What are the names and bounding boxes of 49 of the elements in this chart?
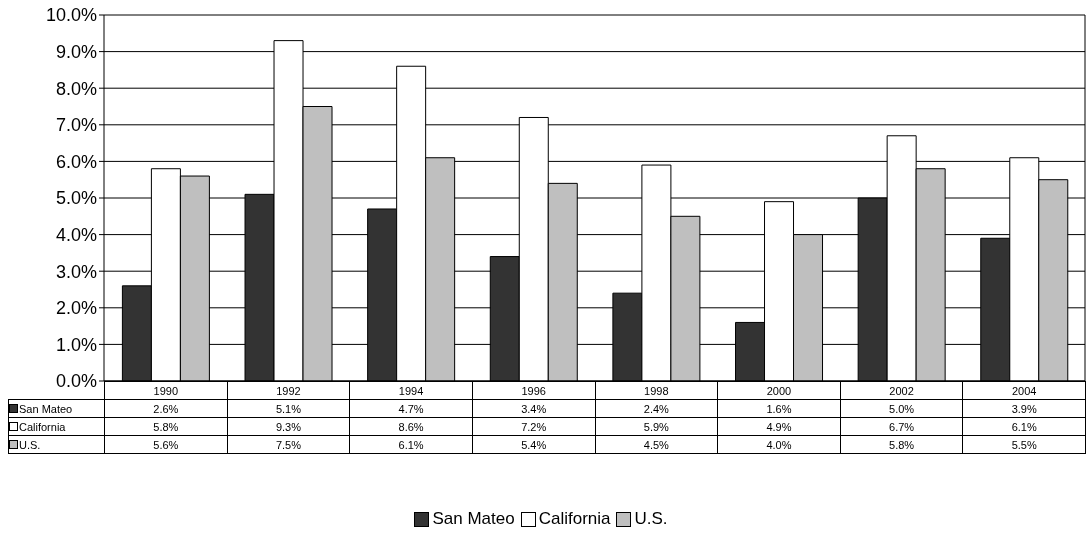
data-label: 2.4% xyxy=(595,399,718,418)
data-label: 6.1% xyxy=(962,417,1086,436)
x-tick-label: 2000 xyxy=(717,381,841,400)
data-label: 4.9% xyxy=(717,417,841,436)
data-label: 5.8% xyxy=(104,417,228,436)
x-tick-label: 2002 xyxy=(840,381,963,400)
x-tick-label: 1998 xyxy=(595,381,718,400)
y-tick-label: 6.0% xyxy=(55,151,97,172)
data-label: 5.0% xyxy=(840,399,963,418)
x-tick-label: 1994 xyxy=(349,381,473,400)
data-label: 4.5% xyxy=(595,435,718,454)
data-label: 9.3% xyxy=(227,417,350,436)
y-tick-label: 5.0% xyxy=(55,188,97,209)
y-tick-label: 3.0% xyxy=(55,261,97,282)
data-label: 5.8% xyxy=(840,435,963,454)
x-tick-label: 1990 xyxy=(104,381,228,400)
data-label: 3.9% xyxy=(962,399,1086,418)
legend-label: California xyxy=(8,417,105,436)
y-tick-label: 2.0% xyxy=(55,298,97,319)
x-tick-label: 1996 xyxy=(472,381,595,400)
data-label: 6.1% xyxy=(349,435,473,454)
data-label: 7.2% xyxy=(472,417,595,436)
legend-label: U.S. xyxy=(633,509,668,529)
y-tick-label: 0.0% xyxy=(55,371,97,392)
data-label: 5.5% xyxy=(962,435,1086,454)
y-tick-label: 10.0% xyxy=(45,5,97,26)
text: San Mateo xyxy=(432,509,515,528)
x-tick-label: 1992 xyxy=(227,381,350,400)
data-label: 8.6% xyxy=(349,417,473,436)
y-tick-label: 1.0% xyxy=(55,334,97,355)
data-label: 4.0% xyxy=(717,435,841,454)
data-label: 6.7% xyxy=(840,417,963,436)
data-label: 1.6% xyxy=(717,399,841,418)
y-tick-label: 9.0% xyxy=(55,41,97,62)
x-tick-label: 2004 xyxy=(962,381,1086,400)
data-label: 5.6% xyxy=(104,435,228,454)
y-tick-label: 7.0% xyxy=(55,115,97,136)
y-tick-label: 4.0% xyxy=(55,224,97,245)
data-label: 5.4% xyxy=(472,435,595,454)
data-label: 2.6% xyxy=(104,399,228,418)
data-label: 4.7% xyxy=(349,399,473,418)
text: California xyxy=(538,509,611,528)
legend-label: San Mateo xyxy=(8,399,105,418)
text: U.S. xyxy=(19,438,41,451)
data-label: 5.9% xyxy=(595,417,718,436)
y-tick-label: 8.0% xyxy=(55,78,97,99)
data-label: 5.1% xyxy=(227,399,350,418)
data-label: 7.5% xyxy=(227,435,350,454)
data-label: 3.4% xyxy=(472,399,595,418)
